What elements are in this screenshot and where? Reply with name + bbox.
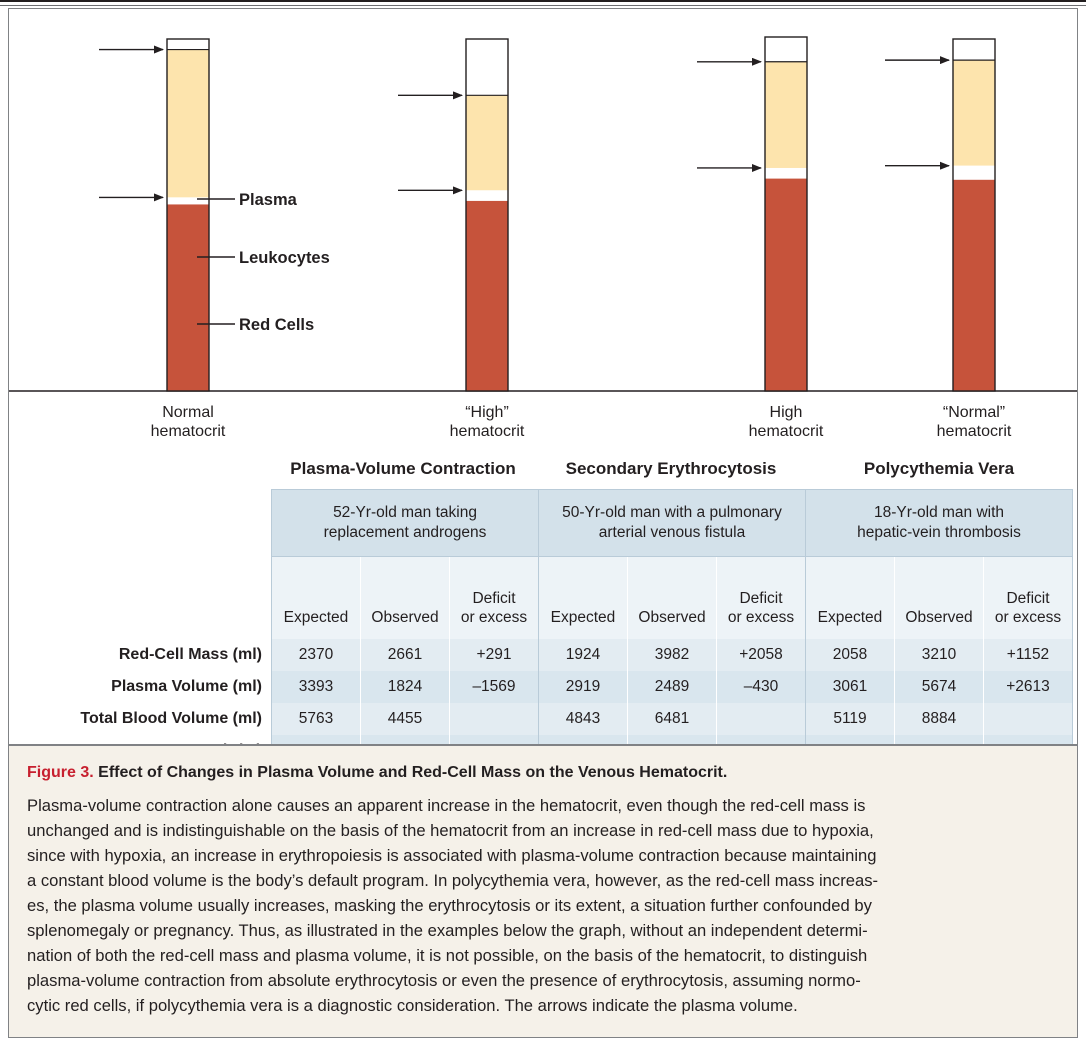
tube-label: hematocrit [749,423,824,440]
table-cell: 3210 [894,639,984,671]
red-cell-segment [953,179,995,391]
table-cell: +291 [449,639,539,671]
table-cell: –430 [716,671,806,703]
table-cell: 2489 [627,671,717,703]
table-cell [716,703,806,735]
tube-label: Normal [162,404,214,421]
caption-title: Figure 3. Effect of Changes in Plasma Vo… [27,764,727,782]
table-cell: 4455 [360,703,450,735]
row-label: Plasma Volume (ml) [111,678,262,695]
table-row: Red-Cell Mass (ml) 2370 2661 +291 1924 3982 +2… [23,639,1073,671]
tube-label: High [770,404,803,421]
table-row: Plasma Volume (ml) 3393 1824 –1569 2919 2489–… [23,671,1073,703]
tube-outline [764,36,808,392]
table-row: Total Blood Volume (ml) 5763 4455 4843 6481 5… [23,703,1073,735]
plasma-callout-label: Plasma [239,191,298,209]
column-header: Observed [627,556,717,639]
table-cell: 5763 [271,703,361,735]
table-cell: 5119 [805,703,895,735]
tube-label: “High” [465,404,509,421]
blood-volume-table: 52-Yr-old man taking replacement androge… [23,489,1073,768]
row-label: Total Blood Volume (ml) [80,710,262,727]
table-cell: +1152 [983,639,1073,671]
column-header: Deficit or excess [983,556,1073,639]
leukocyte-segment [466,190,508,201]
hematocrit-tubes-diagram: Normal hematocrit “High” hematocrit High hema… [9,36,1077,440]
red-cells-callout-label: Red Cells [239,316,314,334]
table-column-header-row: Expected Observed Deficit or excess Expe… [23,556,1073,640]
leukocyte-segment [953,165,995,180]
table-cell: 4843 [538,703,628,735]
table-cell: 2919 [538,671,628,703]
group-header-fistula: 50-Yr-old man with a pulmonary arterial … [538,489,806,557]
table-cell: +2613 [983,671,1073,703]
section-heading-secondary-erythrocytosis: Secondary Erythrocytosis [565,459,777,478]
column-header: Deficit or excess [449,556,539,639]
red-cell-segment [765,178,807,391]
table-cell: +2058 [716,639,806,671]
table-corner-cell [23,490,272,557]
plasma-segment [765,61,807,168]
figure-graphic-area: Normal hematocrit “High” hematocrit High hema… [9,9,1077,768]
section-heading-polycythemia-vera: Polycythemia Vera [863,459,1015,478]
column-header: Observed [360,556,450,639]
column-header: Deficit or excess [716,556,806,639]
top-rule [0,0,1086,6]
figure-caption: Figure 3. Effect of Changes in Plasma Vo… [9,744,1077,1037]
tube-outline [952,38,996,392]
column-header: Expected [271,556,361,639]
table-header-blank [23,557,272,640]
caption-title-text: Effect of Changes in Plasma Volume and R… [98,764,728,781]
table-cell: 6481 [627,703,717,735]
table-cell: 5674 [894,671,984,703]
tube-label: “Normal” [943,404,1005,421]
section-heading-plasma-volume-contraction: Plasma-Volume Contraction [290,459,516,478]
row-label: Red-Cell Mass (ml) [118,646,262,663]
table-cell [983,703,1073,735]
column-header: Observed [894,556,984,639]
column-header: Expected [538,556,628,639]
figure-label: Figure 3. [27,764,94,781]
leukocyte-segment [167,197,209,205]
table-cell [449,703,539,735]
plasma-segment [167,49,209,198]
table-cell: 8884 [894,703,984,735]
table-group-row: 52-Yr-old man taking replacement androge… [23,489,1073,557]
plasma-segment [466,95,508,191]
column-header: Expected [805,556,895,639]
red-cell-segment [466,200,508,391]
table-cell: 1824 [360,671,450,703]
table-cell: 3061 [805,671,895,703]
group-header-androgens: 52-Yr-old man taking replacement androge… [271,489,539,557]
tube-label: hematocrit [450,423,525,440]
tube-outline [465,38,509,392]
table-cell: 1924 [538,639,628,671]
plasma-segment [953,60,995,166]
leukocytes-callout-label: Leukocytes [239,249,330,267]
tube-outline [166,38,210,392]
group-header-thrombosis: 18-Yr-old man with hepatic-vein thrombos… [805,489,1073,557]
table-cell: –1569 [449,671,539,703]
figure-frame: Normal hematocrit “High” hematocrit High hema… [8,8,1078,1038]
leukocyte-segment [765,167,807,179]
table-cell: 2370 [271,639,361,671]
table-cell: 3393 [271,671,361,703]
tube-label: hematocrit [151,423,226,440]
caption-body: Plasma-volume contraction alone causes a… [27,796,879,1015]
red-cell-segment [167,204,209,391]
table-cell: 2058 [805,639,895,671]
table-cell: 2661 [360,639,450,671]
table-cell: 3982 [627,639,717,671]
tube-label: hematocrit [937,423,1012,440]
